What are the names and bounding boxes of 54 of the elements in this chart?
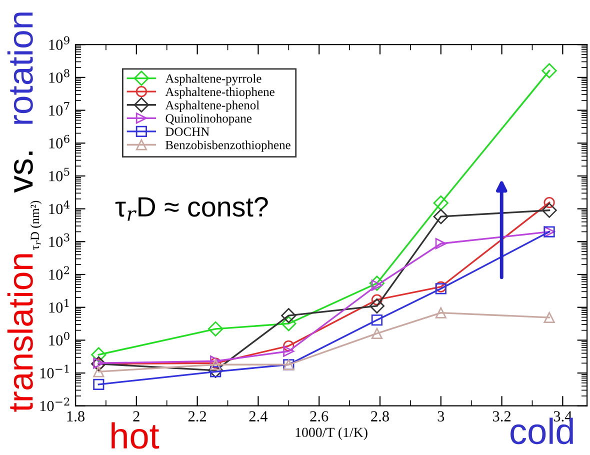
- y-tick-label: 10$^{2}$: [49, 266, 70, 280]
- x-tick-label: 2.8: [371, 411, 389, 422]
- legend-label: DOCHN: [166, 128, 210, 136]
- legend-label: Quinolinohopane: [166, 114, 252, 126]
- x-tick-label: 2.6: [310, 411, 328, 422]
- point: [544, 312, 555, 324]
- point: [369, 276, 385, 291]
- y-axis-title: τ$_{r}$D (nm²): [30, 200, 42, 250]
- y-tick-label: 10$^{−2}$: [40, 398, 70, 412]
- y-tick-label: 10$^{−1}$: [40, 364, 69, 378]
- point: [91, 347, 106, 362]
- y-tick-label: 10$^{4}$: [49, 200, 70, 214]
- x-tick-label: 2.2: [188, 411, 206, 422]
- point: [283, 346, 294, 357]
- legend-label: Asphaltene-thiophene: [165, 87, 274, 99]
- x-tick-label: 1.8: [67, 411, 84, 422]
- y-tick-label: 10$^{0}$: [49, 332, 70, 346]
- y-tick-label: 10$^{1}$: [49, 299, 69, 313]
- point: [433, 209, 448, 224]
- point: [542, 63, 557, 78]
- y-tick-label: 10$^{6}$: [49, 134, 70, 148]
- x-tick-label: 3: [438, 411, 444, 422]
- point: [369, 298, 385, 314]
- point: [93, 366, 104, 378]
- legend-label: Asphaltene-phenol: [165, 100, 260, 112]
- point: [433, 195, 448, 211]
- point: [208, 321, 224, 336]
- y-tick-label: 10$^{7}$: [49, 102, 70, 116]
- y-tick-label: 10$^{5}$: [49, 168, 70, 182]
- x-tick-label: 2: [133, 411, 140, 422]
- point: [435, 307, 446, 318]
- point: [542, 202, 557, 218]
- legend-label: Asphaltene-pyrrole: [165, 74, 262, 86]
- text: rotation: [7, 12, 33, 124]
- x-tick-label: 2.4: [249, 411, 268, 422]
- text: vs.: [14, 152, 33, 193]
- text: hot: [112, 422, 160, 449]
- text: translation: [7, 254, 33, 412]
- point: [371, 314, 383, 326]
- point: [371, 294, 383, 306]
- point: [283, 340, 294, 352]
- point: [281, 316, 296, 332]
- annotation: τ$_{r}$D ≈ const?: [115, 197, 268, 221]
- y-tick-label: 10$^{8}$: [49, 69, 70, 83]
- point: [371, 328, 383, 340]
- point: [435, 238, 446, 250]
- point: [281, 308, 296, 324]
- y-tick-label: 10$^{9}$: [49, 36, 70, 50]
- y-tick-label: 10$^{3}$: [49, 233, 70, 247]
- point: [544, 196, 555, 208]
- x-axis-title: 1000/T (1/K): [296, 427, 368, 440]
- x-tick-label: 3.2: [492, 411, 510, 422]
- point: [93, 378, 104, 390]
- legend-label: Benzobisbenzothiophene: [166, 140, 290, 152]
